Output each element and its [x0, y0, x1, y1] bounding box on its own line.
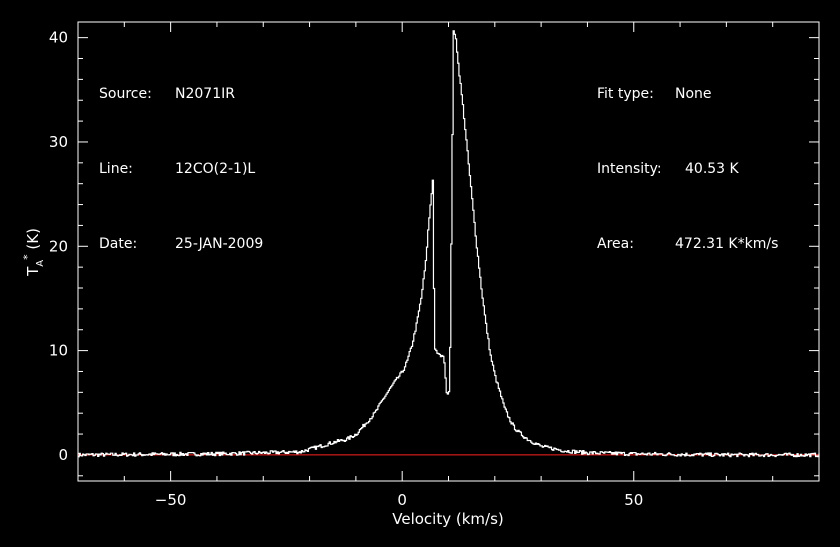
area-value: 472.31 K*km/s [675, 236, 779, 252]
fit-type-label: Fit type: [597, 86, 654, 102]
axis-tick-labels: −50 0 50 0 10 20 30 40 [49, 29, 643, 509]
fit-type-row: Fit type: None [597, 82, 778, 107]
intensity-value: 40.53 K [685, 161, 739, 177]
area-label: Area: [597, 236, 634, 252]
info-left: Source: N2071IR Line: 12CO(2-1)L Date: 25-J… [99, 32, 263, 282]
fit-type-value: None [675, 86, 712, 102]
date-value: 25-JAN-2009 [175, 236, 264, 252]
spectrum-line [78, 30, 820, 458]
y-axis-label: TA* (K) [21, 228, 46, 277]
y-tick-label: 20 [49, 237, 68, 255]
area-row: Area: 472.31 K*km/s [597, 232, 778, 257]
intensity-label: Intensity: [597, 161, 662, 177]
y-tick-label: 0 [58, 446, 68, 464]
x-axis-label: Velocity (km/s) [392, 510, 503, 528]
x-tick-label: 50 [624, 491, 643, 509]
line-value: 12CO(2-1)L [175, 161, 256, 177]
source-row: Source: N2071IR [99, 82, 263, 107]
line-label: Line: [99, 161, 133, 177]
y-tick-label: 30 [49, 133, 68, 151]
y-tick-label: 10 [49, 342, 68, 360]
line-row: Line: 12CO(2-1)L [99, 157, 263, 182]
date-label: Date: [99, 236, 138, 252]
x-tick-label: 0 [397, 491, 407, 509]
y-tick-label: 40 [49, 29, 68, 47]
source-label: Source: [99, 86, 152, 102]
source-value: N2071IR [175, 86, 235, 102]
intensity-row: Intensity: 40.53 K [597, 157, 778, 182]
info-right: Fit type: None Intensity: 40.53 K Area: 472… [597, 32, 778, 282]
date-row: Date: 25-JAN-2009 [99, 232, 263, 257]
x-tick-label: −50 [155, 491, 187, 509]
